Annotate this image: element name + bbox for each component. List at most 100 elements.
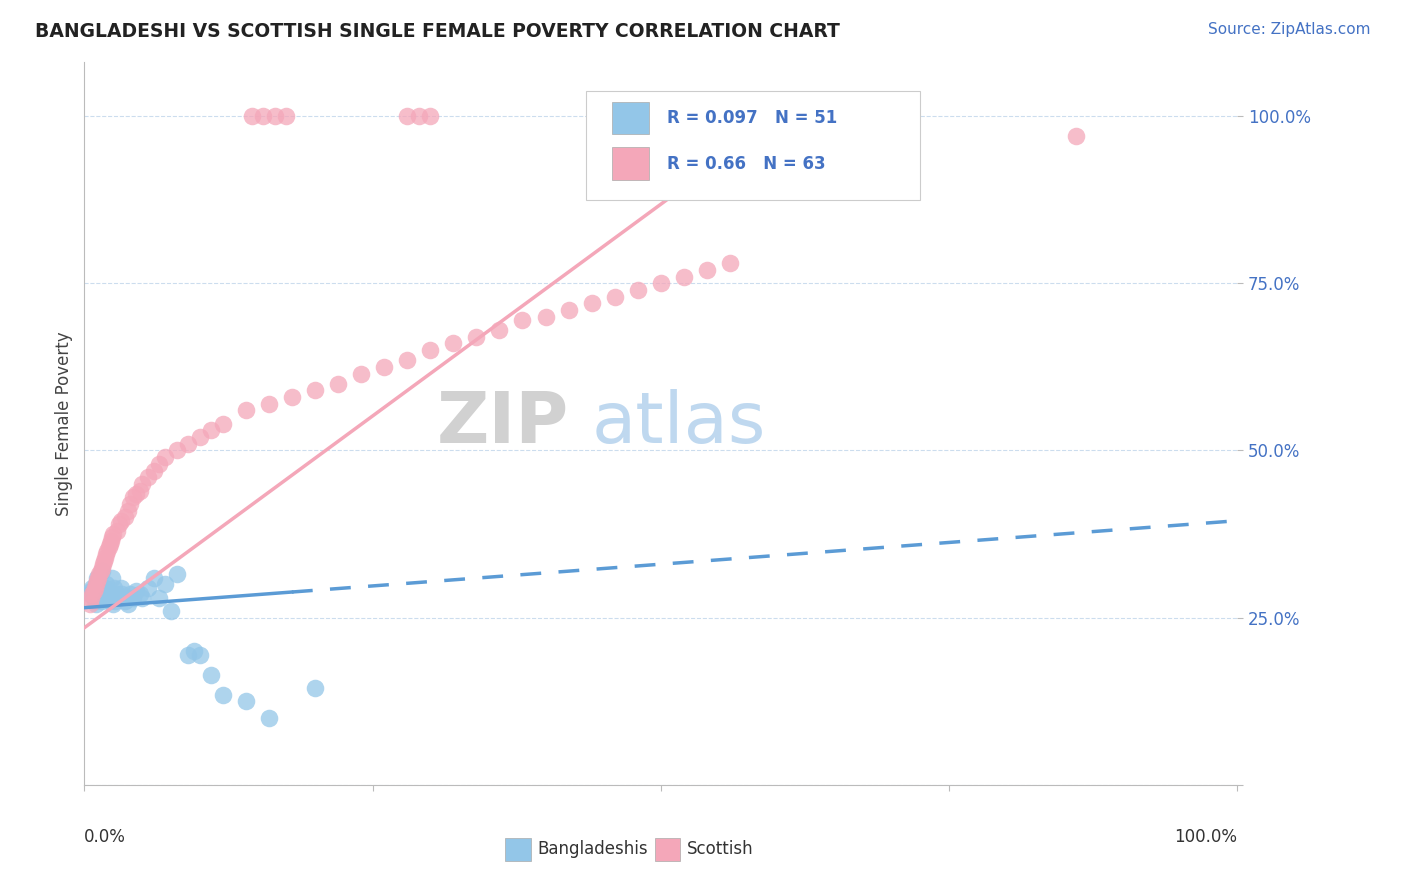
Point xyxy=(117,503,139,517)
Point xyxy=(557,303,579,318)
Point xyxy=(326,376,349,391)
Point xyxy=(83,581,105,595)
Point xyxy=(110,514,132,528)
Point xyxy=(148,591,170,605)
Point xyxy=(103,581,125,595)
Point xyxy=(80,591,103,605)
Point xyxy=(89,567,111,582)
Point xyxy=(96,544,118,558)
Point xyxy=(696,263,718,277)
Point xyxy=(276,109,298,123)
Point xyxy=(101,530,124,544)
Point xyxy=(105,524,128,538)
Point xyxy=(90,564,112,578)
Point xyxy=(128,587,150,601)
Point xyxy=(263,109,285,123)
Point xyxy=(94,581,117,595)
Point xyxy=(1064,129,1087,144)
Point xyxy=(83,584,105,599)
Point xyxy=(121,591,143,605)
Bar xyxy=(505,838,530,861)
Point xyxy=(650,277,672,291)
Point xyxy=(177,436,200,450)
Point xyxy=(148,457,170,471)
Point xyxy=(136,470,159,484)
Point xyxy=(441,336,464,351)
Point xyxy=(84,598,107,612)
Point xyxy=(603,289,626,303)
Point xyxy=(103,527,124,541)
Point xyxy=(718,256,741,270)
Point xyxy=(235,403,257,417)
Point xyxy=(114,510,136,524)
Bar xyxy=(655,838,681,861)
Point xyxy=(153,450,176,464)
Point xyxy=(79,587,101,601)
Point xyxy=(84,577,107,591)
Point xyxy=(108,591,131,605)
Point xyxy=(79,598,101,612)
Text: 0.0%: 0.0% xyxy=(84,829,127,847)
Point xyxy=(91,584,114,599)
Bar xyxy=(613,147,650,180)
Point xyxy=(89,591,111,605)
Point xyxy=(200,424,222,438)
Point xyxy=(120,587,142,601)
Point xyxy=(125,487,148,501)
Point xyxy=(105,587,128,601)
Point xyxy=(98,587,121,601)
Point xyxy=(100,533,122,548)
Point xyxy=(281,390,304,404)
Point xyxy=(93,587,115,601)
Point xyxy=(131,476,153,491)
Point xyxy=(86,574,108,588)
Text: R = 0.097   N = 51: R = 0.097 N = 51 xyxy=(666,109,837,127)
Point xyxy=(177,648,200,662)
Point xyxy=(257,711,280,725)
Point xyxy=(93,554,115,568)
Text: Scottish: Scottish xyxy=(688,839,754,857)
Point xyxy=(252,109,274,123)
Point xyxy=(128,483,150,498)
Point xyxy=(101,571,124,585)
Point xyxy=(188,648,211,662)
Text: Source: ZipAtlas.com: Source: ZipAtlas.com xyxy=(1208,22,1371,37)
Point xyxy=(94,550,117,565)
Point xyxy=(89,564,111,578)
Point xyxy=(111,587,134,601)
Point xyxy=(82,587,104,601)
Point xyxy=(103,598,124,612)
Point xyxy=(465,330,488,344)
Point xyxy=(108,516,131,531)
Point xyxy=(110,581,132,595)
Point xyxy=(97,594,120,608)
Point xyxy=(188,430,211,444)
Point xyxy=(131,591,153,605)
Point xyxy=(257,396,280,410)
Point xyxy=(408,109,430,123)
Point xyxy=(488,323,510,337)
Point xyxy=(96,591,118,605)
Point xyxy=(84,577,107,591)
Point xyxy=(89,587,111,601)
Point xyxy=(235,694,257,708)
Point xyxy=(142,571,165,585)
Point xyxy=(240,109,263,123)
Point xyxy=(136,581,159,595)
Point xyxy=(419,109,441,123)
Point xyxy=(396,109,419,123)
Point xyxy=(80,584,103,599)
Text: BANGLADESHI VS SCOTTISH SINGLE FEMALE POVERTY CORRELATION CHART: BANGLADESHI VS SCOTTISH SINGLE FEMALE PO… xyxy=(35,22,839,41)
Point xyxy=(166,567,188,582)
Point xyxy=(142,464,165,478)
Point xyxy=(160,604,183,618)
Point xyxy=(512,313,534,327)
Point xyxy=(87,571,110,585)
Point xyxy=(103,587,124,601)
Point xyxy=(166,443,188,458)
Point xyxy=(304,681,326,695)
Point xyxy=(96,577,118,591)
Point xyxy=(211,688,233,702)
Bar xyxy=(613,102,650,135)
Point xyxy=(120,497,142,511)
